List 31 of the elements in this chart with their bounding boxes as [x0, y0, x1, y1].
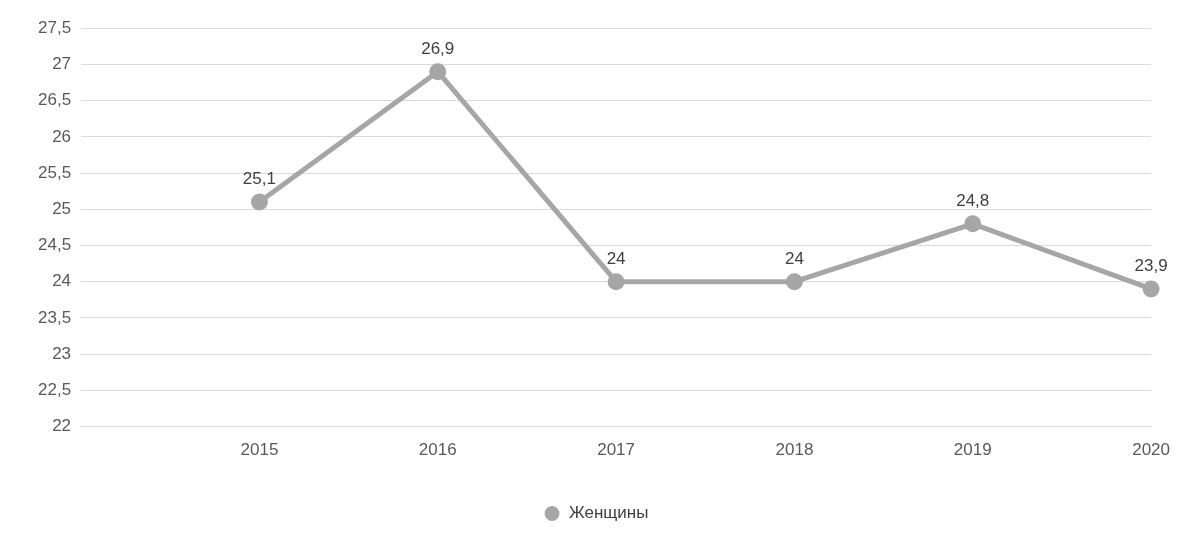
y-tick-label: 26,5 [37, 90, 72, 110]
y-tick-label: 24 [52, 271, 72, 291]
data-label: 26,9 [421, 38, 455, 58]
y-tick-label: 23,5 [37, 307, 72, 327]
y-tick-label: 25 [52, 198, 72, 218]
data-label: 25,1 [242, 169, 276, 189]
x-tick-label: 2018 [775, 440, 814, 460]
data-label: 24 [606, 248, 626, 268]
y-tick-label: 25,5 [37, 162, 72, 182]
y-tick-label: 27 [52, 54, 72, 74]
point [964, 215, 982, 233]
point [607, 273, 625, 291]
y-tick-label: 27,5 [37, 17, 72, 37]
data-label: 24,8 [956, 190, 990, 210]
point [785, 273, 803, 291]
x-tick-label: 2019 [953, 440, 992, 460]
y-tick-label: 26 [52, 126, 72, 146]
x-tick-label: 2017 [597, 440, 635, 460]
point [429, 63, 447, 81]
y-tick-label: 22,5 [37, 380, 72, 400]
point [250, 193, 268, 211]
x-tick-label: 2015 [240, 440, 279, 460]
x-tick-label: 2020 [1132, 440, 1170, 460]
y-tick-label: 24,5 [37, 235, 72, 255]
y-tick-label: 23 [52, 343, 72, 363]
data-label: 24 [784, 248, 804, 268]
y-tick-label: 22 [52, 416, 72, 436]
legend-label: Женщины [569, 503, 649, 523]
point [1142, 280, 1160, 298]
data-label: 23,9 [1134, 256, 1168, 276]
x-tick-label: 2016 [418, 440, 457, 460]
